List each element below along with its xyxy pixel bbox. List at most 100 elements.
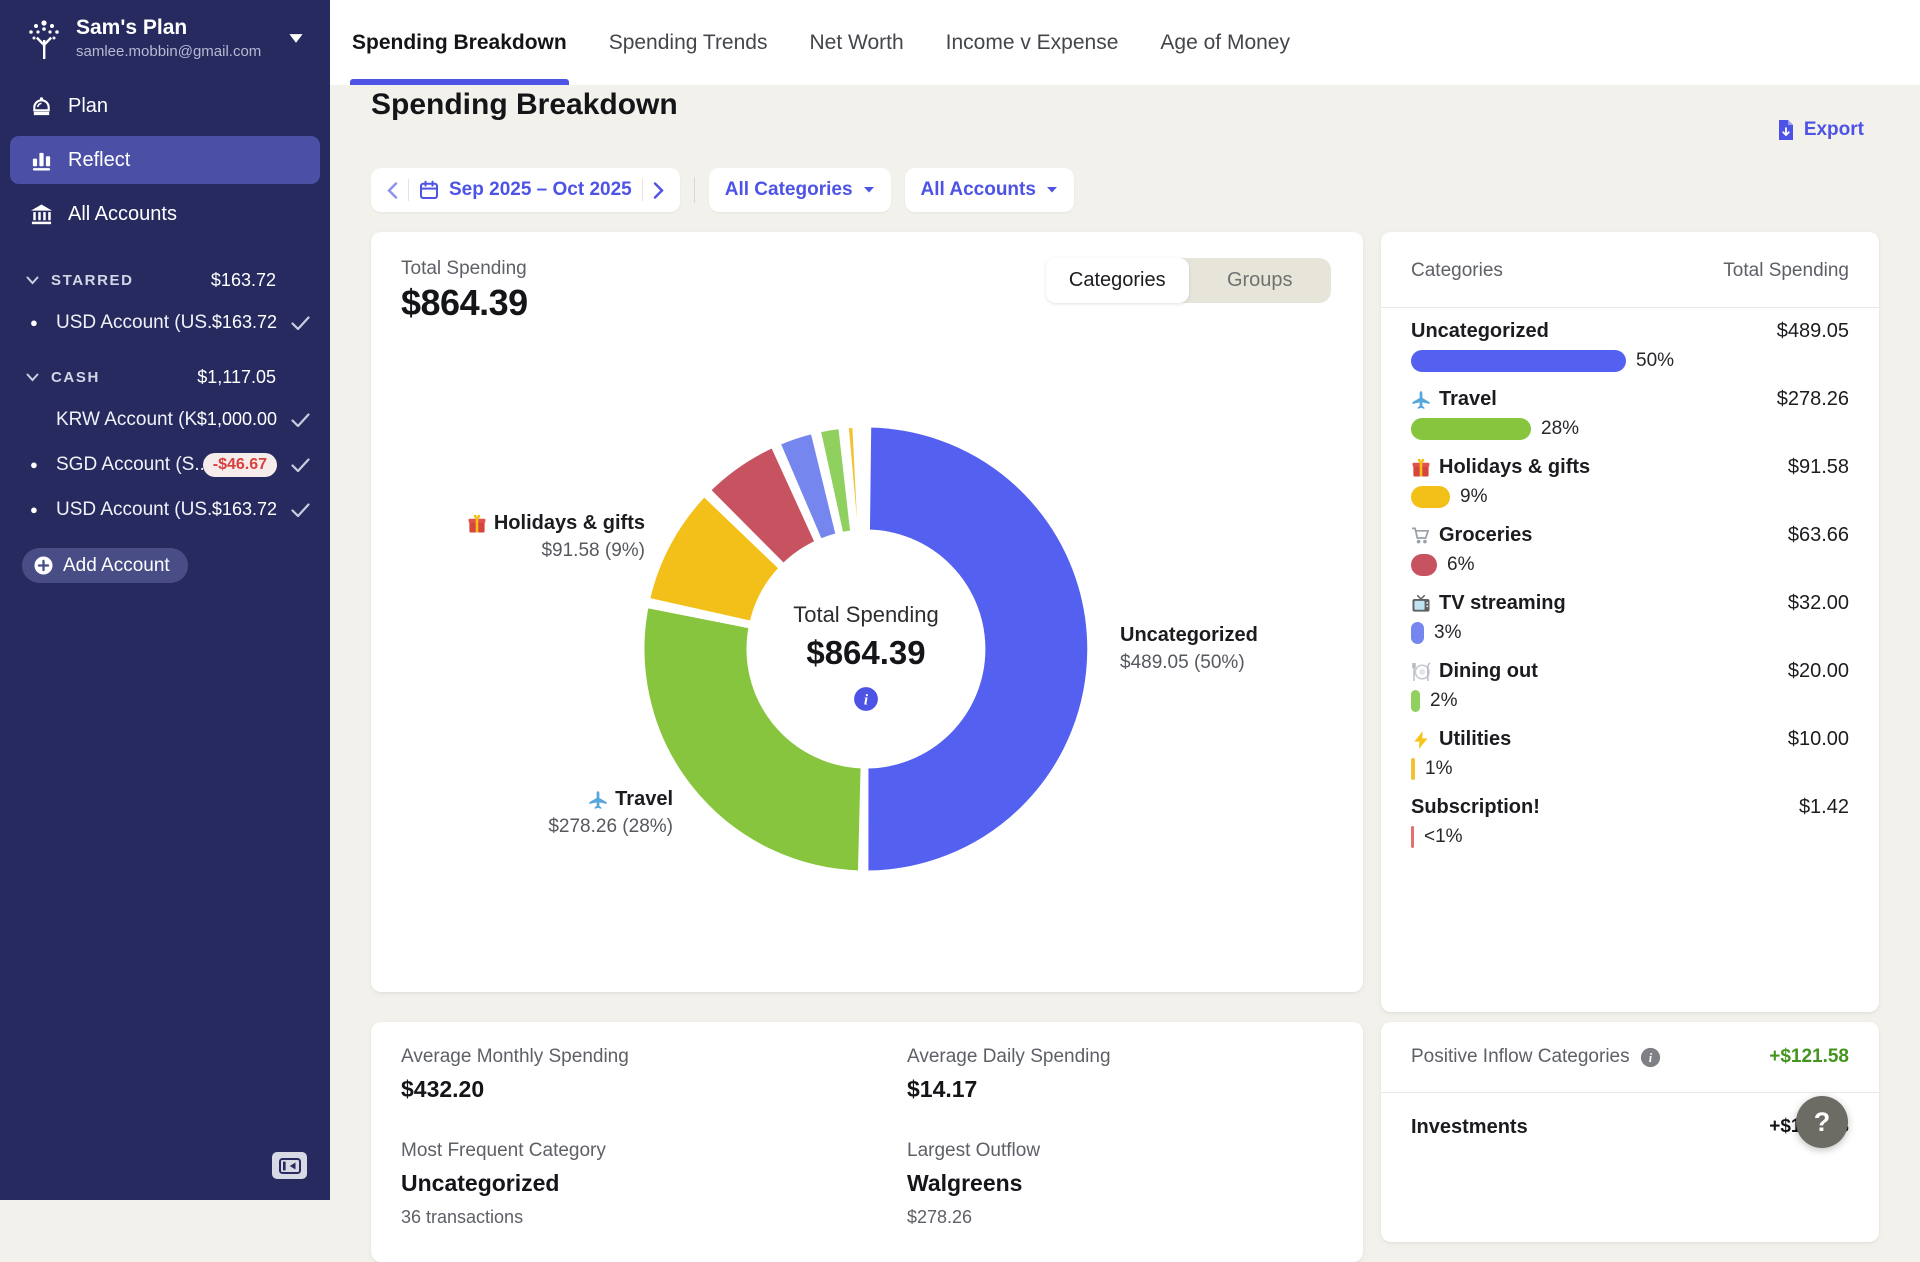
category-row-subscription[interactable]: Subscription! $1.42 <1% <box>1411 796 1849 864</box>
calendar-icon <box>419 180 439 200</box>
cart-icon <box>1411 526 1431 546</box>
category-percent-bar <box>1411 554 1437 576</box>
help-button[interactable]: ? <box>1796 1096 1848 1148</box>
donut-segment-holidays-gifts[interactable] <box>644 491 784 626</box>
group-total: $1,117.05 <box>197 366 276 387</box>
inflow-row-investments[interactable]: Investments +$121.58 <box>1411 1115 1849 1138</box>
donut-segment-groceries[interactable] <box>705 442 820 569</box>
category-row-groceries[interactable]: Groceries $63.66 6% <box>1411 524 1849 592</box>
categories-filter-label: All Categories <box>724 179 853 200</box>
category-name: Dining out <box>1439 660 1538 682</box>
donut-segment-travel[interactable] <box>639 602 866 876</box>
page-title: Spending Breakdown <box>371 88 678 121</box>
account-row-usd-account-us[interactable]: ● USD Account (US... $163.72 <box>0 300 330 345</box>
account-row-krw-account-k[interactable]: KRW Account (K...$1,000.00 <box>0 397 330 442</box>
category-row-dining-out[interactable]: Dining out $20.00 2% <box>1411 660 1849 728</box>
divider <box>1381 1092 1879 1093</box>
category-name: Uncategorized <box>1411 320 1549 342</box>
ynab-logo-icon <box>24 16 64 60</box>
add-account-button[interactable]: Add Account <box>22 548 188 583</box>
caret-down-icon <box>863 186 875 194</box>
tab-spending-breakdown[interactable]: Spending Breakdown <box>350 0 569 85</box>
account-balance: $1,000.00 <box>196 409 277 429</box>
category-amount: $91.58 <box>1787 456 1849 478</box>
panel-title: Categories <box>1411 260 1503 281</box>
sidebar-item-plan[interactable]: Plan <box>10 82 320 130</box>
toggle-categories[interactable]: Categories <box>1046 258 1189 303</box>
spending-stats-card: Average Monthly Spending $432.20 Average… <box>371 1022 1363 1262</box>
category-row-holidays-gifts[interactable]: Holidays & gifts $91.58 9% <box>1411 456 1849 524</box>
info-icon[interactable]: i <box>1640 1047 1661 1068</box>
account-bullet: ● <box>30 457 38 472</box>
export-button[interactable]: Export <box>1771 118 1870 142</box>
category-row-travel[interactable]: Travel $278.26 28% <box>1411 388 1849 456</box>
donut-segment-tv-streaming[interactable] <box>775 428 841 544</box>
categories-filter-dropdown[interactable]: All Categories <box>708 168 891 212</box>
add-account-label: Add Account <box>63 554 170 576</box>
account-group-cash[interactable]: CASH $1,117.05 <box>0 357 330 397</box>
positive-inflow-label: Positive Inflow Categories <box>1411 1046 1630 1067</box>
sidebar-item-all-accounts[interactable]: All Accounts <box>10 190 320 238</box>
category-row-tv-streaming[interactable]: TV streaming $32.00 3% <box>1411 592 1849 660</box>
tab-net-worth[interactable]: Net Worth <box>807 0 905 85</box>
category-row-utilities[interactable]: Utilities $10.00 1% <box>1411 728 1849 796</box>
account-group-starred[interactable]: STARRED $163.72 <box>0 260 330 300</box>
donut-segment-utilities[interactable] <box>843 422 863 535</box>
category-percent-label: 2% <box>1430 690 1458 711</box>
account-row-sgd-account-s[interactable]: ● SGD Account (S... -$46.67 <box>0 442 330 487</box>
positive-inflow-header: Positive Inflow Categories i +$121.58 <box>1411 1022 1849 1092</box>
caret-down-icon <box>1046 186 1058 194</box>
date-range-picker[interactable]: Sep 2025 – Oct 2025 <box>371 168 680 212</box>
spending-donut-chart <box>639 422 1093 876</box>
total-spending-value: $864.39 <box>401 282 528 323</box>
category-percent-bar <box>1411 826 1414 848</box>
positive-inflow-total: +$121.58 <box>1769 1046 1849 1067</box>
group-total: $163.72 <box>210 269 276 290</box>
account-name: SGD Account (S... <box>56 453 203 475</box>
category-row-uncategorized[interactable]: Uncategorized $489.05 50% <box>1411 320 1849 388</box>
category-name: Travel <box>1439 388 1497 410</box>
largest-outflow: Largest Outflow Walgreens $278.26 <box>907 1140 1041 1227</box>
toggle-groups[interactable]: Groups <box>1189 258 1332 303</box>
category-amount: $1.42 <box>1798 796 1849 818</box>
svg-text:i: i <box>864 691 869 708</box>
plan-meta: Sam's Plan samlee.mobbin@gmail.com <box>76 16 276 60</box>
accounts-filter-dropdown[interactable]: All Accounts <box>904 168 1074 212</box>
category-name: TV streaming <box>1439 592 1566 614</box>
plan-switcher[interactable]: Sam's Plan samlee.mobbin@gmail.com <box>0 0 330 74</box>
category-amount: $278.26 <box>1776 388 1849 410</box>
bolt-icon <box>1411 730 1431 750</box>
collapse-sidebar-button[interactable] <box>272 1152 307 1179</box>
check-icon <box>291 412 310 427</box>
date-range-label: Sep 2025 – Oct 2025 <box>449 179 632 200</box>
account-row-usd-account-us[interactable]: ● USD Account (US... $163.72 <box>0 487 330 532</box>
category-percent-bar <box>1411 690 1420 712</box>
donut-segment-dining-out[interactable] <box>815 423 856 538</box>
plan-name: Sam's Plan <box>76 16 188 39</box>
sidebar-item-label: Plan <box>68 94 109 117</box>
account-name: KRW Account (K... <box>56 408 197 430</box>
gift-icon <box>1411 458 1431 478</box>
check-icon <box>291 502 310 517</box>
sidebar-item-reflect[interactable]: Reflect <box>10 136 320 184</box>
plus-icon <box>34 556 53 575</box>
category-amount: $20.00 <box>1787 660 1849 682</box>
tv-icon <box>1411 594 1431 614</box>
tab-income-v-expense[interactable]: Income v Expense <box>944 0 1121 85</box>
bank-icon <box>30 203 53 226</box>
sidebar-item-label: All Accounts <box>68 202 177 225</box>
tab-spending-trends[interactable]: Spending Trends <box>607 0 770 85</box>
categories-panel: Categories Total Spending Uncategorized $… <box>1381 232 1879 1012</box>
donut-segment-subscription[interactable] <box>857 422 868 535</box>
category-percent-label: 6% <box>1447 554 1475 575</box>
category-amount: $10.00 <box>1787 728 1849 750</box>
category-percent-bar <box>1411 622 1424 644</box>
next-period-button[interactable] <box>653 181 664 199</box>
donut-segment-uncategorized[interactable] <box>863 422 1093 876</box>
info-icon[interactable]: i <box>853 686 879 712</box>
tab-age-of-money[interactable]: Age of Money <box>1158 0 1292 85</box>
categories-groups-toggle: Categories Groups <box>1046 258 1331 303</box>
previous-period-button[interactable] <box>387 181 398 199</box>
category-percent-bar <box>1411 418 1531 440</box>
